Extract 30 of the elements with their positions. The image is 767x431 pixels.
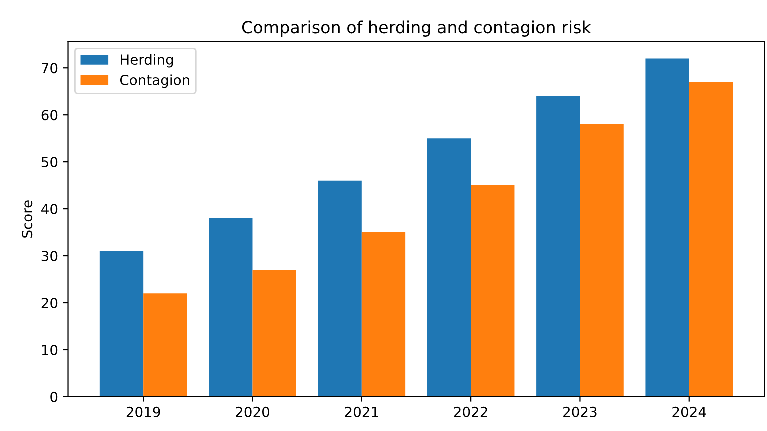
bar <box>646 58 690 397</box>
x-tick-label: 2022 <box>454 406 488 418</box>
bar <box>252 270 296 397</box>
x-tick-label: 2019 <box>126 406 160 418</box>
y-tick-label: 0 <box>50 392 58 402</box>
y-tick-label: 70 <box>42 63 58 74</box>
y-tick-label: 60 <box>42 110 58 121</box>
y-tick-label: 10 <box>42 344 58 356</box>
x-tick-label: 2020 <box>236 406 270 418</box>
y-tick-label: 50 <box>42 157 58 168</box>
x-tick-label: 2021 <box>345 406 378 418</box>
bar <box>536 96 580 397</box>
y-tick-label: 20 <box>42 298 58 308</box>
bar <box>689 82 734 397</box>
bar <box>471 186 515 397</box>
y-tick-label: 30 <box>42 250 58 262</box>
bar <box>318 180 362 397</box>
legend-label: Herding <box>121 54 174 68</box>
x-tick-label: 2023 <box>564 406 597 418</box>
bar <box>427 138 472 397</box>
bar <box>144 294 188 397</box>
legend-label: Contagion <box>120 74 190 88</box>
y-tick-label: 40 <box>42 204 58 215</box>
bar <box>580 124 624 397</box>
bar <box>100 251 144 397</box>
y-axis-title: Score <box>22 200 33 238</box>
bar <box>209 218 253 397</box>
chart-title: Comparison of herding and contagion risk <box>242 20 592 37</box>
x-tick-label: 2024 <box>672 406 706 418</box>
bar <box>362 232 406 397</box>
